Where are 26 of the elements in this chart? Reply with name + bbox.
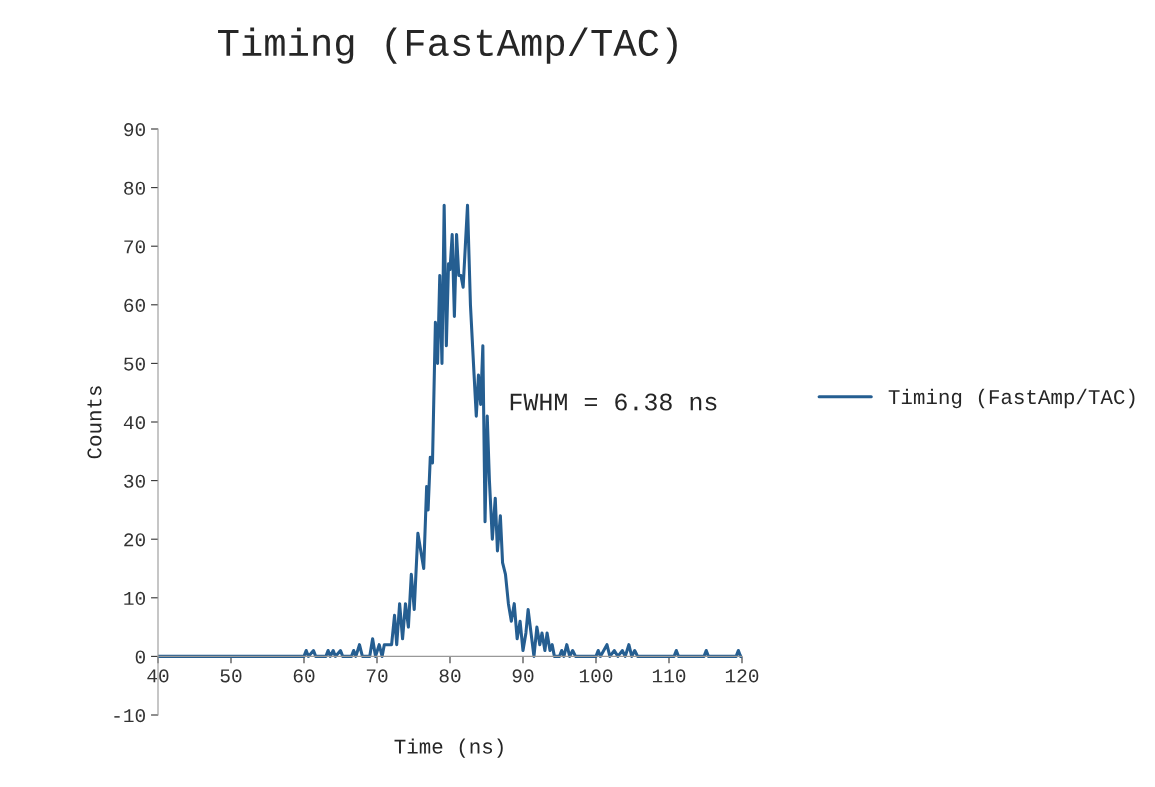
chart-title: Timing (FastAmp/TAC) bbox=[218, 27, 677, 64]
y-tick-label: 70 bbox=[124, 240, 145, 254]
x-tick-label: 40 bbox=[147, 669, 169, 683]
x-tick-label: 70 bbox=[366, 669, 388, 683]
x-tick-label: 50 bbox=[220, 669, 242, 683]
x-tick-label: 80 bbox=[439, 669, 461, 683]
y-tick-label: 20 bbox=[124, 533, 145, 547]
annotation: FWHM = 6.38 ns bbox=[510, 393, 717, 411]
x-tick-label: 110 bbox=[652, 669, 686, 683]
x-axis-title: Time (ns) bbox=[394, 738, 503, 758]
y-tick-label: 50 bbox=[124, 357, 145, 371]
x-tick-label: 100 bbox=[579, 669, 613, 683]
y-tick-label: 10 bbox=[124, 591, 145, 606]
legend-label: Timing (FastAmp/TAC) bbox=[888, 388, 1135, 409]
y-axis-title: Counts bbox=[87, 386, 102, 459]
x-tick-label: 90 bbox=[512, 669, 534, 683]
y-tick-label: 60 bbox=[124, 298, 145, 313]
x-tick-label: 60 bbox=[293, 669, 315, 683]
y-tick-label: -10 bbox=[114, 709, 145, 723]
y-tick-label: 40 bbox=[123, 416, 145, 430]
x-tick-label: 120 bbox=[725, 669, 759, 683]
y-tick-label: 90 bbox=[124, 123, 145, 137]
y-tick-label: 80 bbox=[124, 181, 145, 195]
line-series bbox=[158, 203, 742, 658]
y-tick-label: 30 bbox=[124, 474, 145, 488]
y-tick-label: 0 bbox=[135, 650, 145, 664]
